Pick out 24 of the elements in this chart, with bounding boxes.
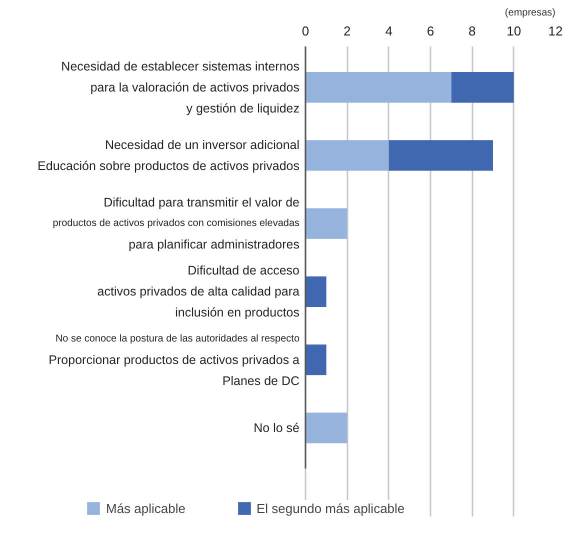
bar (451, 72, 514, 103)
x-tick-label: 12 (548, 24, 563, 38)
y-tick-label: Dificultad para transmitir el valor de productos de activos privados con comisiones elevadas para planificar administradores (52, 196, 300, 252)
y-tick-label: Necesidad de establecer sistemas internos para la valoración de activos privados y gestión de liquidez (61, 59, 300, 116)
x-tick-label: 2 (344, 24, 351, 38)
y-tick-label: No lo sé (254, 420, 300, 435)
bar (306, 412, 348, 444)
bar (306, 208, 348, 239)
bar (306, 72, 452, 103)
legend-label: El segundo más aplicable (256, 500, 405, 516)
y-tick-label: No se conoce la postura de las autoridades al respecto Proporcionar productos de activos privados a Planes de DC (48, 333, 300, 388)
legend-label: Más aplicable (106, 500, 186, 516)
x-tick-label: 0 (302, 24, 310, 38)
y-tick-label: Dificultad de acceso activos privados de alta calidad para inclusión en productos (97, 264, 300, 320)
x-tick-label: 8 (468, 24, 476, 38)
bar (306, 140, 389, 171)
x-tick-label: 6 (426, 24, 434, 38)
bar (388, 140, 493, 171)
x-tick-label: 10 (506, 24, 522, 38)
text: (empresas) (504, 8, 556, 18)
y-tick-label: Necesidad de un inversor adicional Educación sobre productos de activos privados (38, 138, 300, 173)
x-tick-label: 4 (385, 24, 392, 38)
bar (306, 344, 326, 376)
bar (306, 276, 326, 308)
